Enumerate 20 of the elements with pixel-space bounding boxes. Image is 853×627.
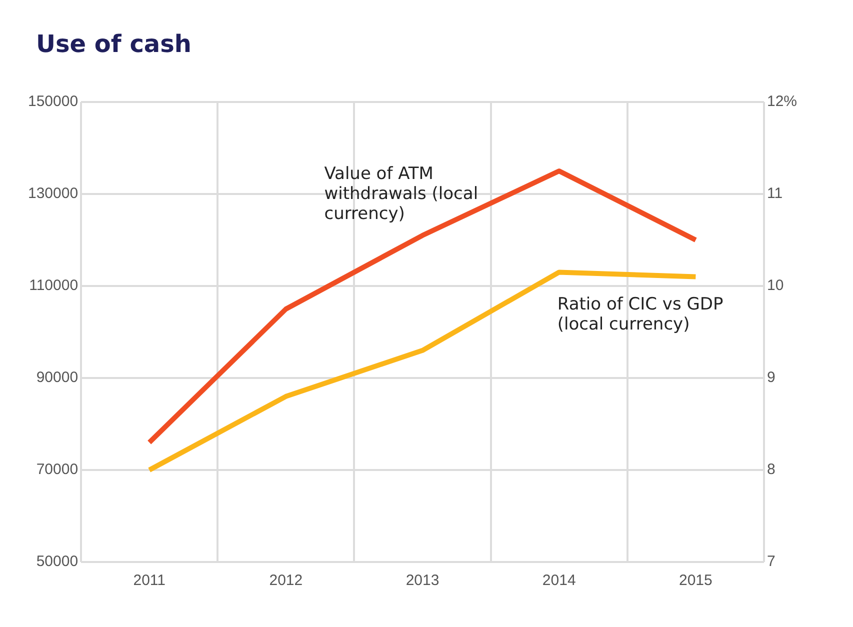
y-tick-label: 130000 [28, 185, 78, 202]
y-tick-label: 110000 [29, 277, 78, 294]
x-tick-label: 2013 [406, 572, 440, 590]
chart-title: Use of cash [36, 30, 192, 58]
x-tick-label: 2015 [679, 572, 712, 590]
series-label: Value of ATM withdrawals (local currency) [324, 164, 478, 224]
y-tick-label: 50000 [36, 553, 78, 570]
y2-tick-label: 10 [766, 277, 784, 294]
y2-tick-label: 8 [766, 461, 776, 478]
x-tick-label: 2012 [269, 572, 303, 590]
y-tick-label: 90000 [36, 369, 78, 386]
y2-tick-label: 12% [766, 93, 798, 110]
y-tick-label: 70000 [36, 461, 78, 478]
series-label: Ratio of CIC vs GDP (local currency) [557, 294, 724, 335]
y2-tick-label: 7 [766, 553, 776, 570]
y2-tick-label: 11 [766, 185, 783, 202]
y2-tick-label: 9 [766, 369, 776, 386]
y-tick-label: 150000 [28, 93, 78, 110]
x-tick-label: 2014 [542, 572, 576, 590]
x-tick-label: 2011 [133, 572, 166, 590]
